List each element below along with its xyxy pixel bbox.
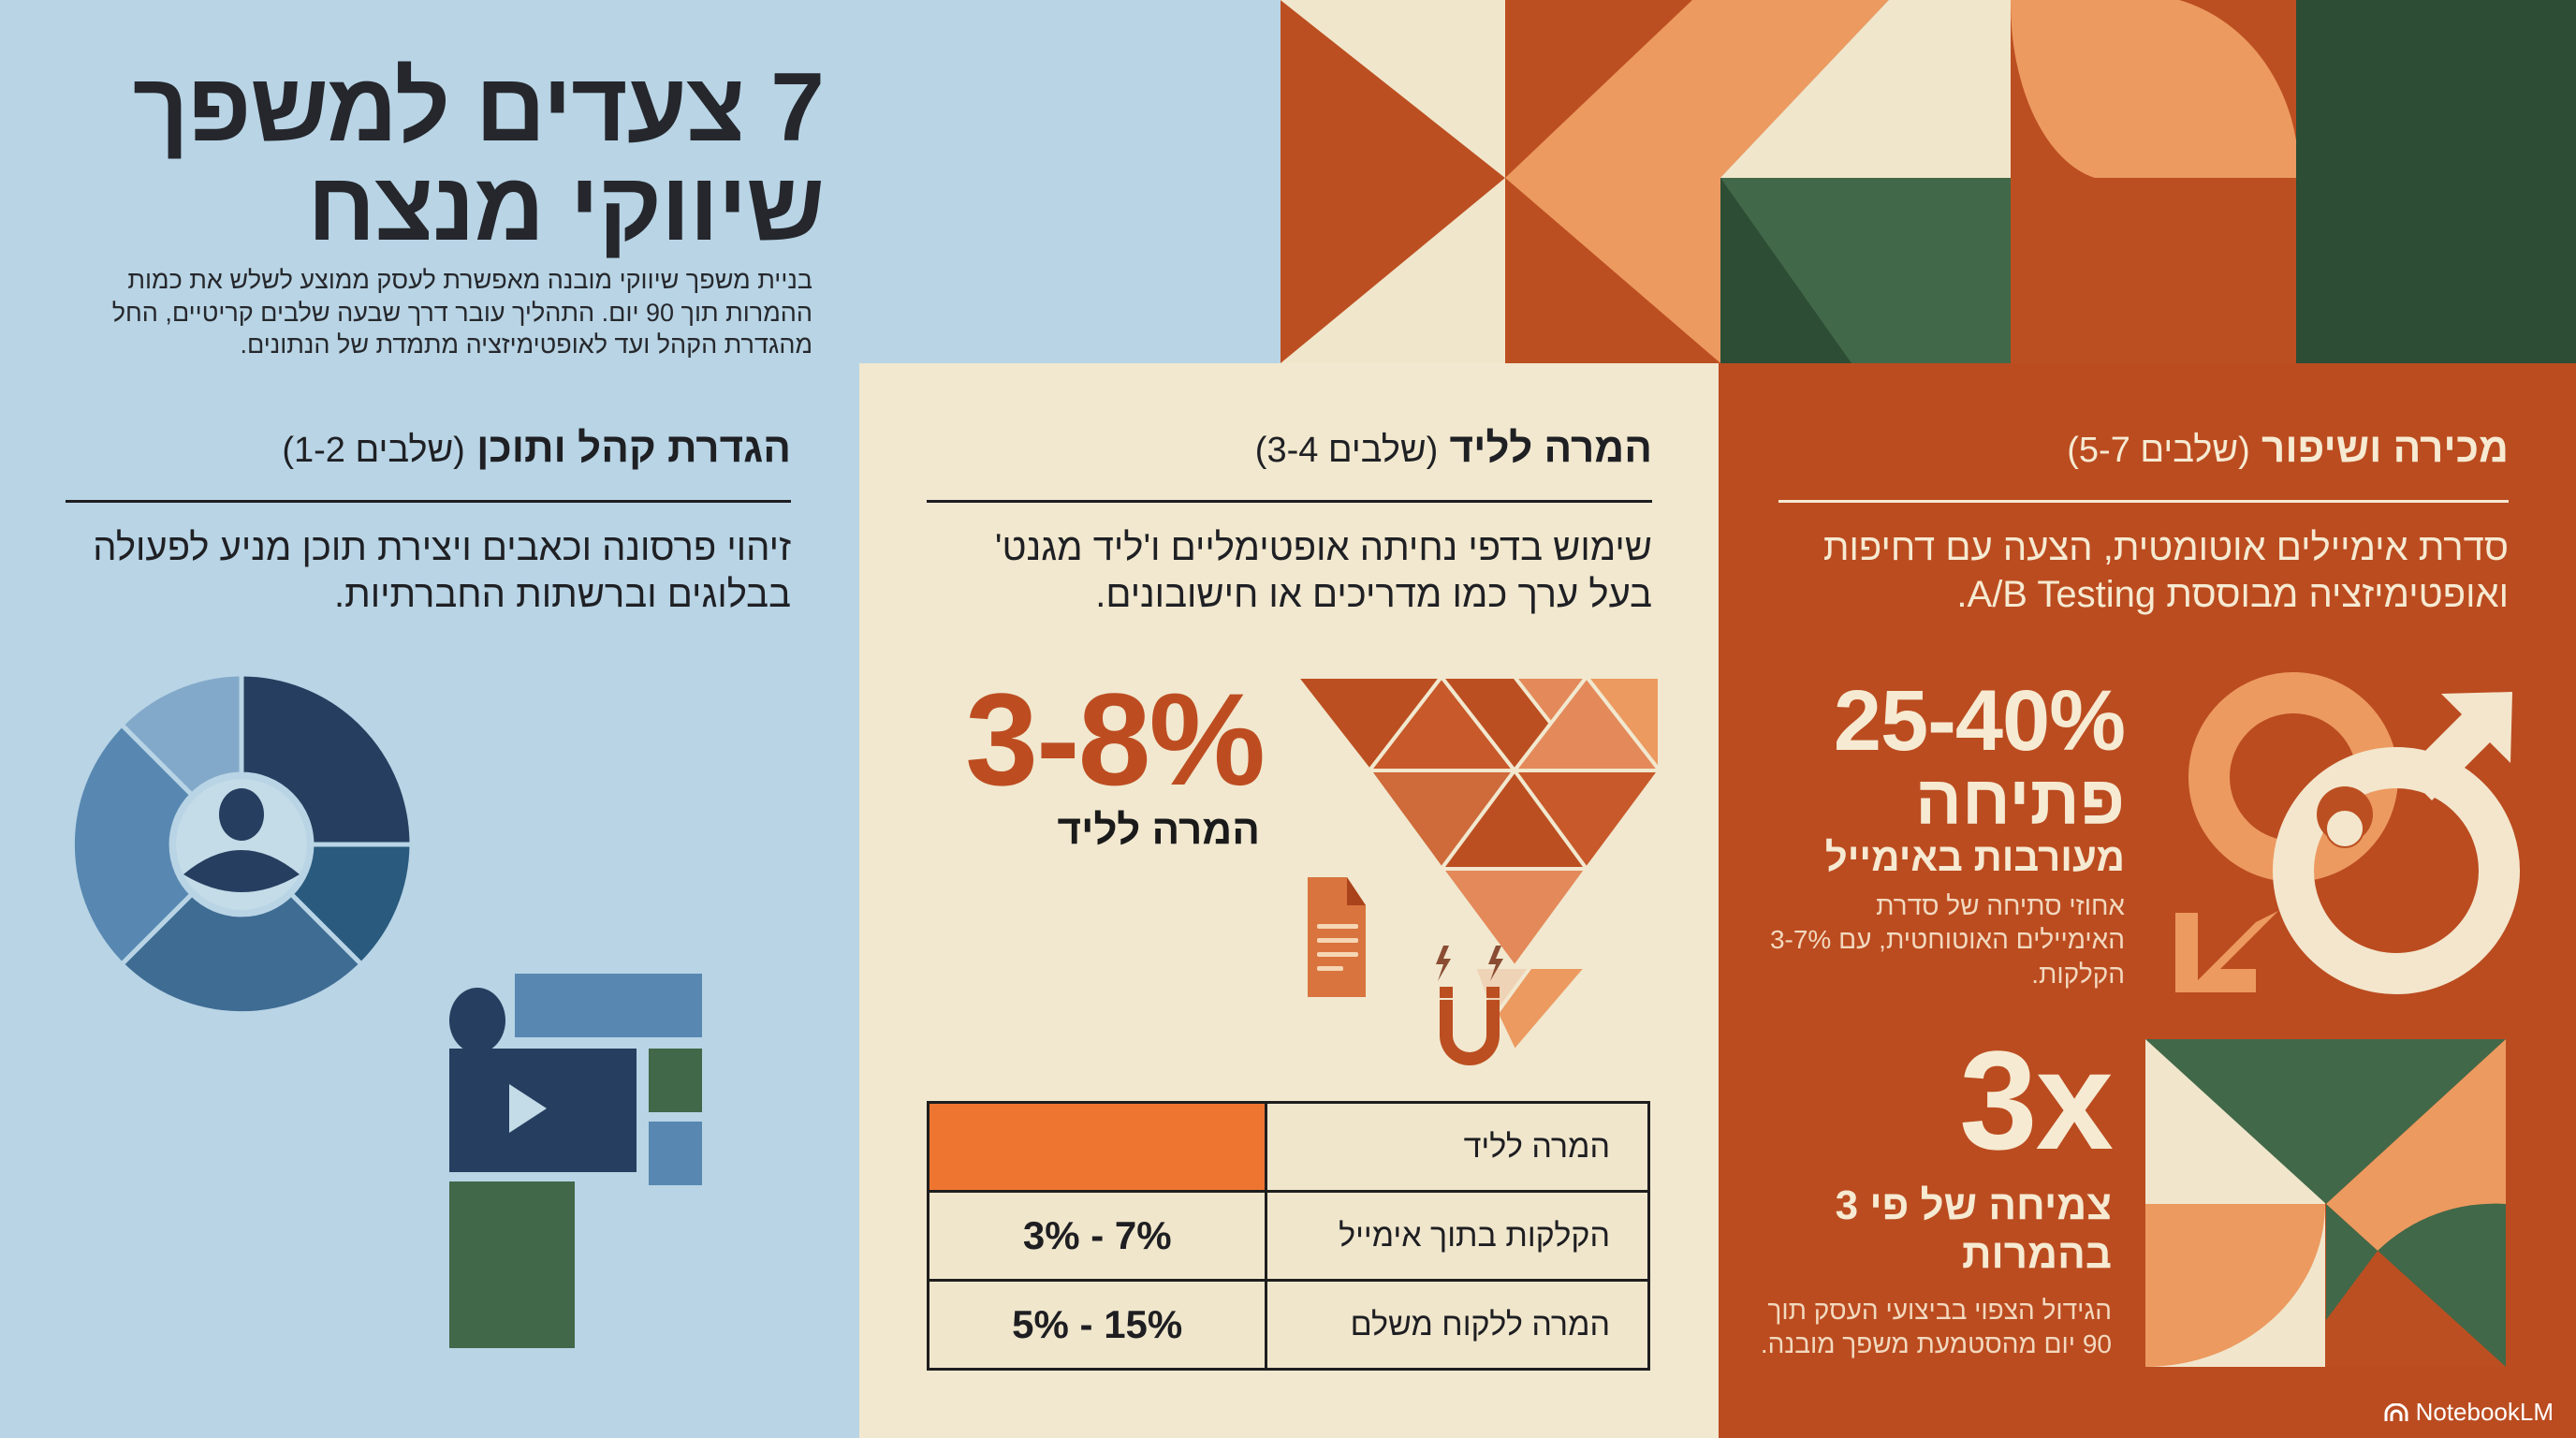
section-lead-title: המרה לליד (שלבים 3-4) — [927, 425, 1652, 471]
play-icon — [509, 1084, 547, 1133]
section-title-text: המרה לליד — [1449, 425, 1652, 471]
section-divider — [1778, 500, 2509, 503]
email-engagement-label: מעורבות באימייל — [1824, 835, 2125, 879]
section-sales-body: סדרת אימיילים אוטומטית, הצעה עם דחיפות ו… — [1822, 527, 2509, 615]
notebooklm-logo-icon — [2384, 1402, 2408, 1421]
section-steps: (שלבים 3-4) — [1254, 431, 1439, 470]
table-value-cell: 5% - 15% — [926, 1279, 1268, 1371]
page-title: 7 צעדים למשפך שיווקי מנצח — [112, 58, 825, 257]
table-value-cell: 3% - 7% — [926, 1190, 1268, 1282]
section-steps: (שלבים 5-7) — [2067, 431, 2250, 470]
table-row: 3% - 7% הקלקות בתוך אימייל — [926, 1190, 1650, 1282]
section-sales-title: מכירה ושיפור (שלבים 5-7) — [1778, 425, 2509, 471]
email-open-rate-stat: 25-40% — [1833, 673, 2126, 769]
growth-description: הגידול הצפוי בביצועי העסק תוך 90 יום מהס… — [1760, 1296, 2112, 1359]
content-blocks-icon — [449, 974, 702, 1348]
growth-label: צמיחה של פי 3 בהמרות — [1835, 1182, 2112, 1277]
title-line-2: שיווקי מנצח — [307, 153, 825, 262]
section-audience-body: זיהוי פרסונה וכאבים ויצירת תוכן מניע לפע… — [93, 527, 791, 615]
geometric-growth-icon — [2145, 1039, 2506, 1367]
decorative-geometric-header — [1281, 0, 2576, 363]
brand-watermark: NotebookLM — [2384, 1398, 2554, 1427]
section-lead-body: שימוש בדפי נחיתה אופטימליים ו'ליד מגנט' … — [994, 527, 1652, 615]
document-icon — [1308, 877, 1366, 997]
section-title-text: הגדרת קהל ותוכן — [476, 425, 791, 471]
table-label-cell: המרה ללקוח משלם — [1265, 1279, 1650, 1371]
table-label-cell: הקלקות בתוך אימייל — [1265, 1190, 1650, 1282]
lead-conversion-stat: 3-8% — [965, 666, 1266, 813]
email-open-label: פתיחה — [1914, 761, 2125, 839]
section-steps: (שלבים 1-2) — [282, 431, 465, 470]
magnet-icon — [1436, 946, 1503, 1065]
table-row: 5% - 15% המרה ללקוח משלם — [926, 1279, 1650, 1371]
persona-donut-icon — [69, 671, 415, 1017]
section-title-text: מכירה ושיפור — [2261, 425, 2509, 471]
intro-paragraph: בניית משפך שיווקי מובנה מאפשרת לעסק ממוצ… — [111, 266, 812, 360]
section-audience-title: הגדרת קהל ותוכן (שלבים 1-2) — [66, 425, 791, 471]
conversion-table: המרה לליד 3% - 7% הקלקות בתוך אימייל 5% … — [926, 1101, 1650, 1371]
growth-multiplier-stat: 3x — [1959, 1021, 2114, 1179]
lead-conversion-label: המרה לליד — [1057, 807, 1260, 853]
table-label-cell: המרה לליד — [1265, 1101, 1650, 1193]
email-open-description: אחוזי סתיחה של סדרת האימיילים האוטוחטית,… — [1769, 891, 2125, 989]
section-divider — [66, 500, 791, 503]
funnel-icon — [1296, 675, 1661, 1053]
cycle-arrows-icon — [2175, 672, 2520, 994]
table-value-cell — [926, 1101, 1268, 1193]
section-divider — [927, 500, 1652, 503]
title-line-1: 7 צעדים למשפך — [132, 53, 825, 162]
brand-name: NotebookLM — [2415, 1398, 2554, 1426]
table-row: המרה לליד — [926, 1101, 1650, 1193]
